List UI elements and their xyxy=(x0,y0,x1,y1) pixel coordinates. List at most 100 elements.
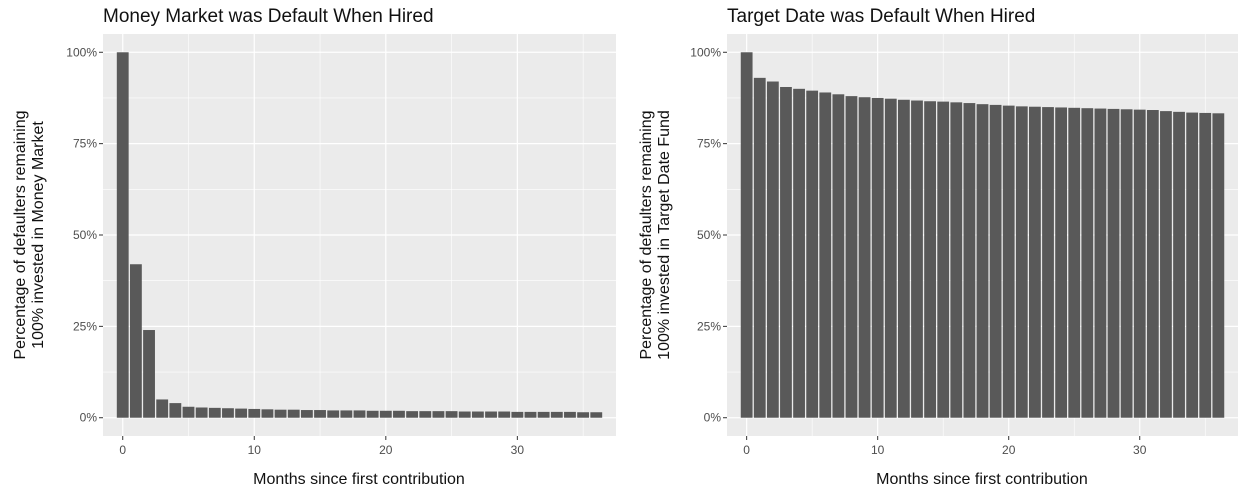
bar xyxy=(116,52,129,418)
bar xyxy=(156,399,169,418)
x-tick-label: 20 xyxy=(379,443,393,457)
bar xyxy=(937,101,950,418)
bar xyxy=(1212,113,1225,418)
x-tick-label: 20 xyxy=(1002,443,1016,457)
x-tick-label: 10 xyxy=(871,443,885,457)
bar xyxy=(832,94,845,418)
bar xyxy=(511,411,524,418)
y-axis-title-line-2: 100% invested in Target Date Fund xyxy=(656,110,673,360)
bar xyxy=(1055,107,1068,418)
bar xyxy=(235,408,248,418)
y-axis: 0% 25% 50% 75% 100% xyxy=(690,45,727,425)
bar xyxy=(222,408,234,418)
x-axis-title: Months since first contribution xyxy=(253,471,465,488)
bar xyxy=(924,101,936,418)
bar xyxy=(766,81,779,418)
bar xyxy=(1120,109,1133,418)
bar xyxy=(911,100,923,418)
y-tick-label: 25% xyxy=(697,319,721,333)
bar xyxy=(432,411,445,418)
bar xyxy=(753,77,766,418)
bar xyxy=(740,52,753,418)
y-tick-label: 25% xyxy=(73,319,97,333)
bar xyxy=(819,92,832,418)
bar xyxy=(485,411,497,418)
bar xyxy=(458,411,471,418)
bar xyxy=(353,410,366,418)
chart-title: Money Market was Default When Hired xyxy=(103,6,434,27)
bar xyxy=(300,410,313,418)
bar xyxy=(379,410,392,418)
chart-target-date: Target Date was Default When Hired 0% 25%… xyxy=(638,6,1238,488)
bar xyxy=(524,411,537,418)
bar xyxy=(577,412,590,418)
bar xyxy=(1107,108,1120,418)
y-tick-label: 75% xyxy=(697,137,721,151)
x-tick-label: 10 xyxy=(248,443,262,457)
x-tick-label: 0 xyxy=(119,443,126,457)
bar xyxy=(1068,107,1081,418)
bar xyxy=(498,411,511,418)
bar xyxy=(340,410,353,418)
bar xyxy=(550,411,563,418)
bar xyxy=(989,104,1002,418)
bar xyxy=(195,407,208,418)
chart-title: Target Date was Default When Hired xyxy=(727,6,1035,27)
bar xyxy=(406,411,419,418)
y-tick-label: 50% xyxy=(697,228,721,242)
y-axis-title-line-1: Percentage of defaulters remaining xyxy=(12,110,29,359)
bar xyxy=(169,403,182,418)
y-axis: 0% 25% 50% 75% 100% xyxy=(66,45,103,425)
bar xyxy=(208,407,221,418)
bar xyxy=(793,88,805,418)
bar xyxy=(806,90,819,418)
x-axis: 0 10 20 30 xyxy=(743,436,1147,457)
bar xyxy=(182,406,195,418)
bar xyxy=(261,409,274,418)
bar xyxy=(1042,107,1054,418)
bar xyxy=(366,410,379,418)
bar xyxy=(963,103,976,418)
bar xyxy=(897,99,910,418)
bar xyxy=(129,264,142,418)
bar xyxy=(780,86,792,418)
bar xyxy=(1094,108,1107,418)
bar xyxy=(950,102,963,418)
bar xyxy=(248,408,261,418)
y-tick-label: 100% xyxy=(690,45,721,59)
bar xyxy=(274,409,287,418)
bars xyxy=(740,52,1225,418)
chart-money-market: Money Market was Default When Hired 0% 25… xyxy=(12,6,616,488)
bar xyxy=(1015,106,1028,418)
x-tick-label: 0 xyxy=(743,443,750,457)
bar xyxy=(1081,108,1094,418)
x-axis: 0 10 20 30 xyxy=(119,436,524,457)
bar xyxy=(287,409,300,418)
bar xyxy=(1186,112,1199,418)
bar xyxy=(1173,111,1185,418)
bar xyxy=(314,410,326,418)
bar xyxy=(564,411,576,418)
bars xyxy=(116,52,603,418)
bar xyxy=(1029,106,1041,418)
bar xyxy=(445,411,458,418)
bar xyxy=(1146,110,1159,418)
bar xyxy=(1133,109,1146,418)
bar xyxy=(471,411,484,418)
y-tick-label: 0% xyxy=(80,411,98,425)
bar xyxy=(976,104,989,418)
y-axis-title-line-2: 100% invested in Money Market xyxy=(30,121,47,349)
bar xyxy=(1002,105,1015,418)
bar xyxy=(393,410,405,418)
x-axis-title: Months since first contribution xyxy=(876,471,1088,488)
bar xyxy=(871,97,884,418)
bar xyxy=(537,411,550,418)
bar xyxy=(590,412,603,418)
x-tick-label: 30 xyxy=(1133,443,1147,457)
y-axis-title-line-1: Percentage of defaulters remaining xyxy=(638,110,655,359)
bar xyxy=(419,411,432,418)
y-tick-label: 0% xyxy=(704,411,722,425)
bar xyxy=(143,330,155,418)
bar xyxy=(884,98,897,418)
